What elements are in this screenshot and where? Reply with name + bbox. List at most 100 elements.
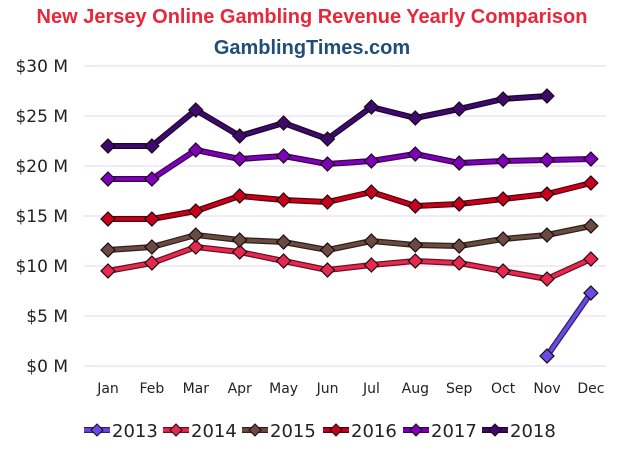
data-point xyxy=(187,102,204,118)
legend-marker xyxy=(90,423,104,437)
data-point xyxy=(583,175,599,191)
data-point xyxy=(451,101,468,117)
series-line xyxy=(545,291,593,358)
data-point xyxy=(319,194,336,210)
data-point xyxy=(583,151,599,167)
data-point xyxy=(144,255,160,271)
data-point xyxy=(144,171,160,187)
x-axis-ticks: Jan Feb Mar Apr May Jun Jul Aug Sep Oct Nov Dec xyxy=(96,381,604,397)
data-point xyxy=(231,244,248,260)
legend-label: 2015 xyxy=(270,421,316,442)
data-point xyxy=(495,263,511,279)
data-point xyxy=(144,138,160,154)
series-line xyxy=(107,245,592,281)
data-point xyxy=(100,242,116,258)
data-point xyxy=(275,234,292,250)
chart-subtitle: GamblingTimes.com xyxy=(213,37,411,59)
x-tick-label: Jul xyxy=(362,381,380,397)
grid-lines xyxy=(84,65,606,367)
legend-marker xyxy=(329,423,343,437)
y-axis-ticks: $0 M $5 M $10 M $15 M $20 M $25 M $30 M xyxy=(15,57,68,377)
y-tick-label: $30 M xyxy=(15,57,68,77)
legend-item: 2018 xyxy=(482,421,556,442)
data-point xyxy=(495,231,511,247)
legend-item: 2013 xyxy=(84,421,158,442)
x-tick-label: Mar xyxy=(183,381,210,397)
data-point xyxy=(187,142,204,158)
legend-item: 2017 xyxy=(403,421,477,442)
legend-marker xyxy=(248,423,262,437)
data-point xyxy=(539,186,555,202)
x-tick-label: Apr xyxy=(228,381,252,397)
data-point xyxy=(363,233,380,249)
data-point xyxy=(187,227,204,243)
chart-title: New Jersey Online Gambling Revenue Yearl… xyxy=(36,6,588,28)
y-tick-label: $0 M xyxy=(26,357,68,377)
data-point xyxy=(363,153,380,169)
series-2018 xyxy=(100,88,555,154)
data-point xyxy=(407,198,424,214)
data-point xyxy=(495,191,511,207)
data-point xyxy=(539,152,555,168)
data-point xyxy=(407,110,424,126)
x-tick-label: Feb xyxy=(140,381,165,397)
data-point xyxy=(319,156,336,172)
data-point xyxy=(583,285,599,301)
data-point xyxy=(100,171,116,187)
data-point xyxy=(363,99,380,115)
data-point xyxy=(319,131,336,147)
series-2016 xyxy=(100,175,599,227)
data-point xyxy=(451,255,468,271)
series-line xyxy=(108,181,592,221)
data-point xyxy=(451,238,468,254)
data-point xyxy=(363,184,380,200)
data-point xyxy=(319,262,336,278)
data-point xyxy=(495,153,511,169)
data-point xyxy=(100,211,116,227)
data-point xyxy=(451,196,468,212)
data-point xyxy=(583,218,599,234)
data-point xyxy=(144,239,160,255)
data-point xyxy=(407,253,424,269)
x-tick-label: Nov xyxy=(533,381,560,397)
data-point xyxy=(231,151,248,167)
x-tick-label: May xyxy=(269,381,298,397)
data-point xyxy=(407,146,424,162)
x-tick-label: Sep xyxy=(446,381,473,397)
legend-item: 2014 xyxy=(163,421,237,442)
legend-label: 2013 xyxy=(112,421,158,442)
data-point xyxy=(451,155,468,171)
legend-label: 2016 xyxy=(351,421,397,442)
series-2015 xyxy=(100,218,599,258)
data-point xyxy=(144,211,160,227)
legend-label: 2018 xyxy=(510,421,556,442)
y-tick-label: $5 M xyxy=(26,307,68,327)
data-point xyxy=(187,203,204,219)
data-point xyxy=(319,242,336,258)
y-tick-label: $20 M xyxy=(15,157,68,177)
y-tick-label: $15 M xyxy=(15,207,68,227)
series-2014 xyxy=(100,239,599,287)
data-point xyxy=(275,148,292,164)
legend-label: 2017 xyxy=(431,421,477,442)
x-tick-label: Jun xyxy=(316,381,339,397)
data-point xyxy=(363,257,380,273)
data-point xyxy=(407,237,424,253)
x-tick-label: Dec xyxy=(577,381,604,397)
legend: 2013 2014 2015 2016 2017 2018 xyxy=(84,421,556,442)
legend-item: 2016 xyxy=(323,421,397,442)
data-point xyxy=(275,192,292,208)
data-point xyxy=(539,348,555,364)
data-point xyxy=(187,239,204,255)
data-point xyxy=(275,115,292,131)
data-point xyxy=(100,263,116,279)
legend-item: 2015 xyxy=(242,421,316,442)
series-2013 xyxy=(539,285,599,364)
series-line xyxy=(107,224,592,252)
legend-marker xyxy=(169,423,183,437)
data-point xyxy=(539,88,555,104)
series-2017 xyxy=(100,142,599,187)
y-tick-label: $25 M xyxy=(15,107,68,127)
data-point xyxy=(583,251,599,267)
